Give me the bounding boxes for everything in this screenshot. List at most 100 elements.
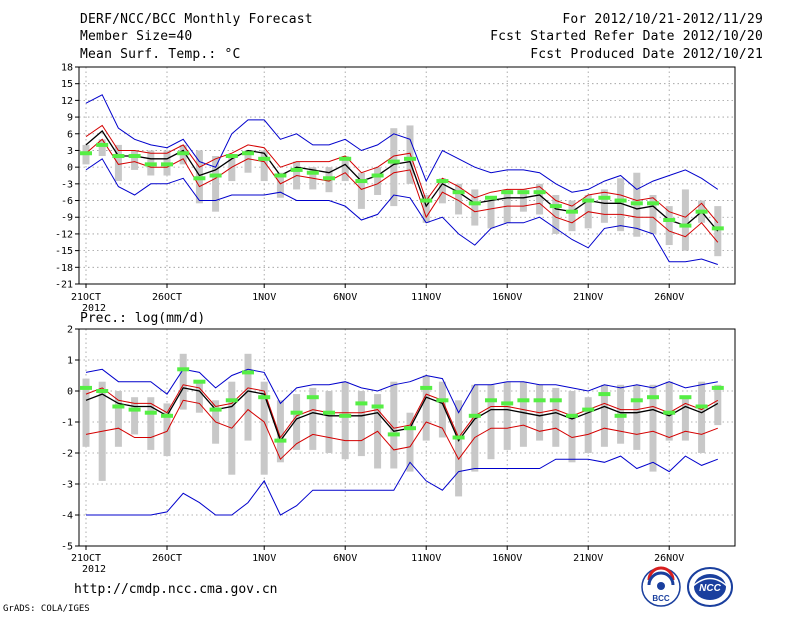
temp-spread-box bbox=[552, 194, 560, 234]
prec-y-tick-label: -4 bbox=[61, 511, 73, 522]
temp-observed-marker bbox=[225, 154, 238, 159]
prec-y-tick-label: -5 bbox=[61, 542, 73, 553]
temp-y-tick-label: 3 bbox=[67, 146, 73, 157]
figure-title: DERF/NCC/BCC Monthly Forecast bbox=[80, 12, 313, 27]
temp-observed-marker bbox=[242, 151, 254, 156]
grads-credit: GrADS: COLA/IGES bbox=[3, 604, 90, 614]
temp-x-tick-label: 21OCT bbox=[71, 292, 101, 303]
temp-spread-box bbox=[212, 156, 220, 212]
prec-x-tick-label: 21OCT bbox=[71, 553, 101, 564]
member-size-label: Member Size=40 bbox=[80, 29, 193, 44]
precipitation-title: Prec.: log(mm/d) bbox=[80, 311, 205, 326]
temp-y-tick-label: -18 bbox=[55, 263, 73, 274]
temp-observed-marker bbox=[177, 151, 190, 156]
prec-spread-box bbox=[293, 394, 301, 450]
prec-spread-box bbox=[179, 353, 187, 410]
temp-observed-marker bbox=[193, 176, 206, 181]
temp-observed-marker bbox=[598, 195, 611, 200]
temp-observed-marker bbox=[323, 176, 335, 181]
temp-observed-marker bbox=[404, 156, 416, 161]
temp-observed-marker bbox=[468, 201, 481, 206]
prec-spread-box bbox=[600, 384, 608, 447]
temp-spread-box bbox=[131, 150, 139, 170]
temp-observed-marker bbox=[501, 190, 514, 195]
temp-observed-marker bbox=[517, 190, 530, 195]
prec-y-tick-label: -3 bbox=[61, 480, 73, 491]
temp-spread-box bbox=[341, 156, 349, 182]
prec-observed-marker bbox=[274, 438, 287, 443]
temp-observed-marker bbox=[387, 159, 400, 164]
temp-observed-marker bbox=[161, 162, 173, 167]
temp-observed-marker bbox=[711, 226, 724, 231]
temp-y-tick-label: 6 bbox=[67, 129, 73, 140]
prec-observed-marker bbox=[80, 385, 92, 390]
prec-observed-marker bbox=[355, 401, 368, 406]
prec-spread-box bbox=[406, 412, 414, 472]
temp-observed-marker bbox=[420, 198, 433, 203]
temp-observed-marker bbox=[436, 179, 449, 184]
prec-spread-box bbox=[244, 353, 252, 441]
prec-spread-box bbox=[438, 381, 446, 438]
temp-y-tick-label: -21 bbox=[55, 280, 73, 291]
temp-observed-marker bbox=[339, 156, 352, 161]
temp-observed-marker bbox=[355, 179, 368, 184]
temp-spread-box bbox=[471, 189, 479, 226]
prec-y-tick-label: 0 bbox=[67, 387, 73, 398]
prec-spread-box bbox=[633, 384, 641, 450]
prec-observed-marker bbox=[647, 395, 659, 400]
temp-mean-line bbox=[85, 130, 719, 232]
prec-spread-box bbox=[455, 400, 463, 497]
prec-x-tick-label: 6NOV bbox=[333, 553, 357, 564]
temp-observed-marker bbox=[112, 154, 125, 159]
prec-observed-marker bbox=[517, 398, 530, 403]
prec-max-line bbox=[85, 368, 718, 414]
temp-observed-marker bbox=[630, 201, 643, 206]
prec-observed-marker bbox=[711, 385, 724, 390]
temp-min-line bbox=[85, 158, 718, 265]
prec-spread-box bbox=[163, 403, 171, 457]
prec-year-label: 2012 bbox=[82, 564, 106, 575]
prec-observed-marker bbox=[663, 410, 676, 415]
temp-y-tick-label: 18 bbox=[61, 63, 73, 74]
temp-spread-box bbox=[422, 194, 430, 223]
prec-observed-marker bbox=[679, 395, 692, 400]
temp-y-tick-label: -9 bbox=[61, 213, 73, 224]
prec-spread-box bbox=[649, 384, 657, 472]
temp-spread-box bbox=[600, 189, 608, 223]
ncc-logo-icon: NCC bbox=[687, 567, 733, 607]
temp-spread-box bbox=[260, 150, 268, 182]
temp-spread-box bbox=[98, 139, 106, 157]
prec-spread-box bbox=[260, 381, 268, 475]
temp-x-tick-label: 6NOV bbox=[333, 292, 357, 303]
temp-spread-box bbox=[649, 194, 657, 234]
temp-observed-marker bbox=[452, 190, 465, 195]
temp-spread-box bbox=[357, 172, 365, 209]
website-link[interactable]: http://cmdp.ncc.cma.gov.cn bbox=[74, 582, 278, 597]
temp-observed-marker bbox=[679, 223, 692, 228]
prec-observed-marker bbox=[614, 413, 627, 418]
temp-upper-line bbox=[85, 124, 719, 224]
temp-max-line bbox=[85, 94, 719, 193]
temp-spread-box bbox=[455, 183, 463, 215]
prec-observed-marker bbox=[112, 404, 125, 409]
prec-observed-marker bbox=[404, 426, 416, 431]
prec-observed-marker bbox=[96, 389, 109, 393]
prec-observed-marker bbox=[468, 413, 481, 418]
prec-y-tick-label: 2 bbox=[67, 325, 73, 336]
prec-spread-box bbox=[309, 387, 317, 450]
prec-x-tick-label: 21NOV bbox=[573, 553, 603, 564]
prec-x-tick-label: 16NOV bbox=[492, 553, 522, 564]
prec-observed-marker bbox=[323, 410, 335, 415]
temp-spread-box bbox=[536, 183, 544, 215]
prec-observed-marker bbox=[452, 435, 465, 440]
temp-y-tick-label: -15 bbox=[55, 246, 73, 257]
temp-x-tick-label: 16NOV bbox=[492, 292, 522, 303]
bcc-logo-text: BCC bbox=[652, 594, 670, 603]
prec-y-tick-label: 1 bbox=[67, 356, 73, 367]
prec-observed-marker bbox=[306, 395, 319, 400]
temp-observed-marker bbox=[371, 173, 384, 178]
prec-spread-box bbox=[681, 397, 689, 441]
prec-observed-marker bbox=[566, 413, 578, 418]
